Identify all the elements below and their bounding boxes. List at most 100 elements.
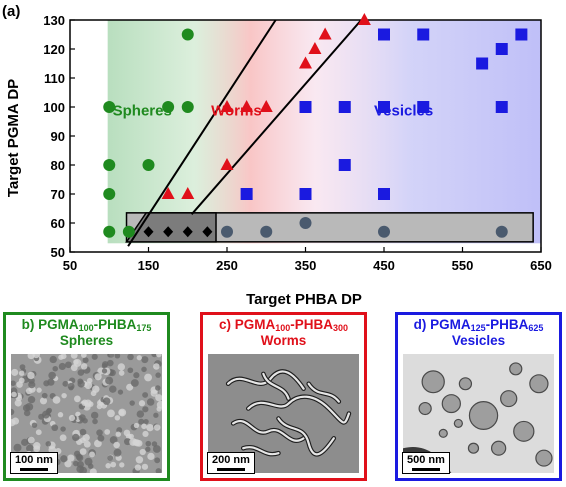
sphere-particle: [107, 455, 114, 461]
sphere-particle: [136, 355, 142, 361]
worm-micelle: [232, 420, 305, 442]
panel-title: b) PGMA100-PHBA175 Spheres: [6, 317, 167, 349]
micrograph-panel-vesicles: d) PGMA125-PHBA625 Vesicles 500 nm: [395, 312, 562, 481]
sphere-particle: [127, 367, 134, 374]
x-tick-label: 450: [373, 258, 395, 273]
sphere-particle: [83, 440, 91, 448]
sphere-particle: [23, 409, 31, 417]
data-point-worms: [308, 42, 322, 54]
sphere-particle: [77, 369, 85, 376]
data-point-worms: [220, 158, 234, 170]
sphere-particle: [96, 429, 103, 436]
panel-letter: d): [413, 317, 427, 332]
data-point-mixed: [378, 225, 390, 238]
worm-micelle: [227, 370, 305, 390]
data-point-worms: [357, 13, 371, 25]
sphere-particle: [155, 394, 162, 402]
sphere-particle: [91, 354, 98, 360]
sphere-particle: [151, 354, 158, 358]
data-point-vesicles: [299, 101, 312, 113]
sphere-particle: [128, 433, 134, 440]
sphere-particle: [94, 439, 102, 448]
data-point-mixed: [221, 225, 233, 238]
panel-sub1: 125: [470, 323, 486, 333]
sphere-particle: [73, 359, 79, 365]
sphere-particle: [142, 406, 149, 413]
y-tick-label: 130: [43, 13, 65, 28]
vesicle: [513, 420, 535, 442]
sphere-particle: [92, 385, 100, 393]
sphere-particle: [11, 368, 19, 376]
sphere-particle: [27, 395, 36, 404]
sphere-particle: [105, 376, 114, 385]
scale-bar-line: [19, 468, 48, 471]
vesicle: [535, 449, 553, 467]
vesicle: [529, 374, 549, 394]
sphere-particle: [136, 410, 145, 418]
sphere-particle: [146, 424, 154, 432]
sphere-particle: [60, 354, 67, 360]
vesicle: [453, 418, 463, 428]
sphere-particle: [27, 371, 35, 380]
region-label: Spheres: [113, 103, 172, 120]
sphere-particle: [27, 436, 35, 444]
vesicle: [509, 362, 523, 376]
data-point-vesicles: [495, 43, 508, 55]
scale-bar: 500 nm: [402, 452, 450, 474]
sphere-particle: [52, 396, 61, 404]
scale-bar: 200 nm: [207, 452, 255, 474]
phase-boundary-line: [190, 19, 362, 215]
panel-block: -PHBA: [485, 317, 529, 332]
sphere-particle: [80, 354, 87, 358]
data-point-spheres: [142, 159, 155, 171]
worm-micelle: [277, 417, 335, 456]
panel-title: d) PGMA125-PHBA625 Vesicles: [398, 317, 559, 349]
x-tick-label: 350: [295, 258, 317, 273]
sphere-particle: [130, 379, 139, 387]
sphere-particle: [72, 433, 80, 442]
phase-background: [107, 20, 542, 244]
data-point-vesicles: [378, 28, 390, 41]
sphere-particle: [39, 397, 48, 405]
sphere-particle: [155, 468, 162, 473]
vesicle: [418, 401, 432, 416]
sphere-particle: [11, 408, 15, 416]
sphere-particle: [133, 422, 140, 429]
figure-label: (a): [2, 3, 20, 20]
sphere-particle: [11, 419, 16, 427]
sphere-particle: [89, 468, 97, 473]
data-point-vesicles: [417, 28, 430, 41]
sphere-particle: [60, 426, 66, 432]
sphere-particle: [94, 373, 102, 381]
panel-sub1: 100: [275, 323, 291, 333]
sphere-particle: [145, 446, 151, 452]
data-point-worms: [161, 187, 175, 199]
x-tick-label: 150: [138, 258, 160, 273]
sphere-particle: [138, 418, 145, 425]
data-point-worms: [181, 187, 195, 199]
sphere-particle: [18, 377, 25, 384]
data-point-spheres: [103, 159, 116, 171]
sphere-particle: [41, 392, 48, 399]
sphere-particle: [117, 363, 126, 371]
panel-block: -PHBA: [290, 317, 334, 332]
sphere-particle: [117, 389, 124, 395]
sphere-particle: [114, 415, 121, 421]
sphere-particle: [141, 356, 149, 364]
sphere-particle: [101, 368, 108, 374]
data-point-mixed: [495, 225, 508, 238]
worm-micelle: [307, 382, 340, 403]
sphere-particle: [65, 361, 72, 369]
panel-morphology: Worms: [260, 333, 307, 348]
scale-bar-label: 100 nm: [15, 454, 53, 466]
sphere-particle: [153, 424, 161, 431]
y-tick-label: 100: [43, 100, 65, 115]
data-point-spheres: [181, 101, 194, 113]
sphere-particle: [92, 418, 98, 425]
sphere-particle: [79, 448, 87, 455]
panel-sub2: 175: [136, 323, 152, 333]
vesicle: [421, 370, 445, 394]
panel-morphology: Spheres: [59, 333, 114, 348]
panel-block: -PHBA: [93, 317, 137, 332]
micrograph-panel-worms: c) PGMA100-PHBA300 Worms 200 nm: [200, 312, 367, 481]
